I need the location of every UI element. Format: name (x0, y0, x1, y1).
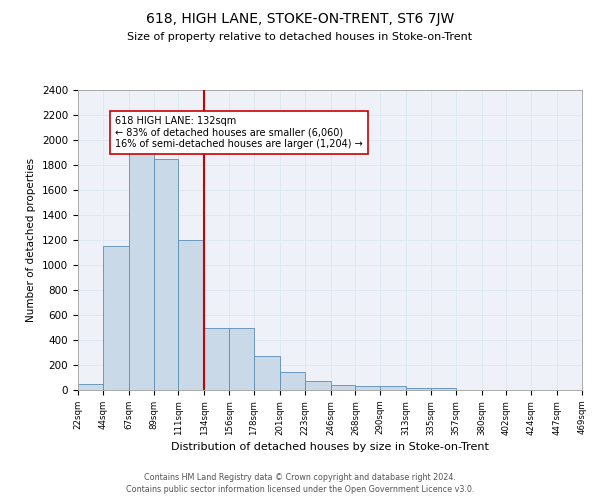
Bar (380, 386, 406, 390)
Bar (355, 386, 380, 390)
Bar (103, 246, 129, 390)
Bar (431, 388, 456, 390)
Bar (406, 388, 431, 390)
Bar (204, 328, 229, 390)
Bar (305, 381, 331, 390)
Text: 618, HIGH LANE, STOKE-ON-TRENT, ST6 7JW: 618, HIGH LANE, STOKE-ON-TRENT, ST6 7JW (146, 12, 454, 26)
Bar (229, 328, 254, 390)
Bar (280, 372, 305, 390)
Bar (331, 385, 355, 390)
Bar (129, 146, 154, 390)
Y-axis label: Number of detached properties: Number of detached properties (26, 158, 37, 322)
Bar (178, 240, 204, 390)
Text: Size of property relative to detached houses in Stoke-on-Trent: Size of property relative to detached ho… (127, 32, 473, 42)
Bar (154, 159, 178, 390)
Bar (78, 384, 103, 390)
Bar (254, 356, 280, 390)
Text: Contains public sector information licensed under the Open Government Licence v3: Contains public sector information licen… (126, 485, 474, 494)
Text: 618 HIGH LANE: 132sqm
← 83% of detached houses are smaller (6,060)
16% of semi-d: 618 HIGH LANE: 132sqm ← 83% of detached … (115, 116, 363, 150)
Text: Distribution of detached houses by size in Stoke-on-Trent: Distribution of detached houses by size … (171, 442, 489, 452)
Text: Contains HM Land Registry data © Crown copyright and database right 2024.: Contains HM Land Registry data © Crown c… (144, 472, 456, 482)
